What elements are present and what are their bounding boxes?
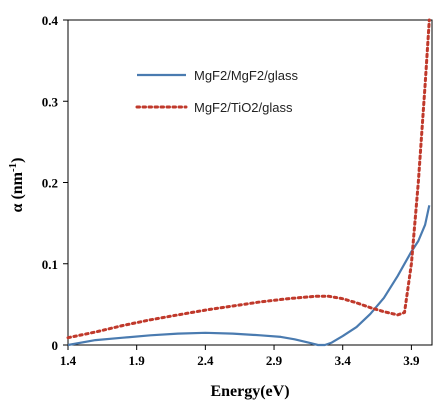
y-axis-title: α (nm-1)	[7, 158, 26, 213]
x-tick-label: 1.4	[60, 353, 77, 368]
y-tick-label: 0.4	[42, 13, 59, 28]
legend-label-1: MgF2/MgF2/glass	[194, 68, 299, 83]
series-line-2	[66, 18, 431, 340]
y-tick-label: 0.3	[42, 94, 59, 109]
x-tick-label: 2.9	[266, 353, 283, 368]
x-axis-title: Energy(eV)	[210, 383, 289, 400]
y-tick-label: 0.2	[42, 176, 58, 191]
series-layer	[66, 18, 431, 347]
x-tick-label: 3.9	[403, 353, 420, 368]
y-axis-title-end: )	[9, 158, 26, 163]
series-line-1	[67, 205, 431, 347]
x-tick-label: 1.9	[129, 353, 146, 368]
y-axis-title-main: α (nm	[9, 171, 26, 212]
axis-ticks: 1.4 1.9 2.4 2.9 3.4 3.9 0 0.1 0.2 0.3 0.4	[42, 13, 420, 368]
y-axis-title-superscript: -1	[7, 163, 19, 172]
y-tick-label: 0	[52, 338, 59, 353]
legend-label-2: MgF2/TiO2/glass	[194, 100, 293, 115]
legend: MgF2/MgF2/glass MgF2/TiO2/glass	[135, 68, 299, 115]
x-tick-label: 3.4	[335, 353, 352, 368]
y-tick-label: 0.1	[42, 257, 58, 272]
x-tick-label: 2.4	[197, 353, 214, 368]
